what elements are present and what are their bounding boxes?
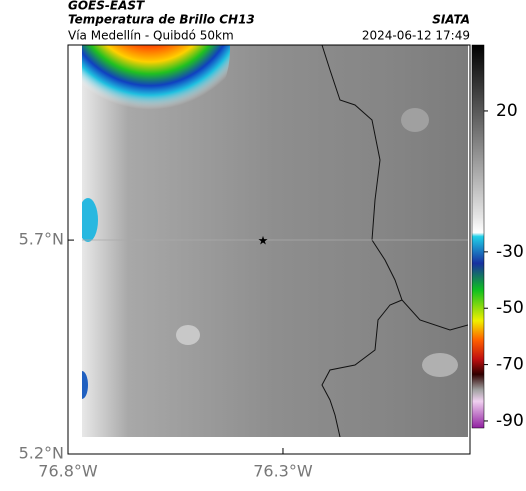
colorbar-tick-label: -30 (496, 242, 524, 262)
lat-tick-label: 5.2°N (19, 444, 64, 463)
header: GOES-EAST Temperatura de Brillo CH13 SIA… (68, 0, 470, 27)
colorbar-tick-label: 20 (496, 101, 518, 121)
lon-tick-label: 76.8°W (38, 462, 98, 481)
colorbar-tick-label: -90 (496, 411, 524, 431)
timestamp: 2024-06-12 17:49 (362, 29, 470, 43)
region: Vía Medellín - Quibdó 50km (68, 29, 234, 43)
lon-tick-label: 76.3°W (253, 462, 313, 481)
title: Temperatura de Brillo CH13 (68, 13, 255, 27)
lat-tick-label: 5.7°N (19, 230, 64, 249)
location-marker: ★ (258, 234, 269, 248)
colorbar-tick-label: -50 (496, 298, 524, 318)
imagery (82, 45, 468, 437)
source: GOES-EAST (68, 0, 145, 13)
map-frame (67, 44, 471, 455)
colorbar (471, 44, 485, 429)
colorbar-tick-label: -70 (496, 355, 524, 375)
agency: SIATA (432, 13, 470, 27)
